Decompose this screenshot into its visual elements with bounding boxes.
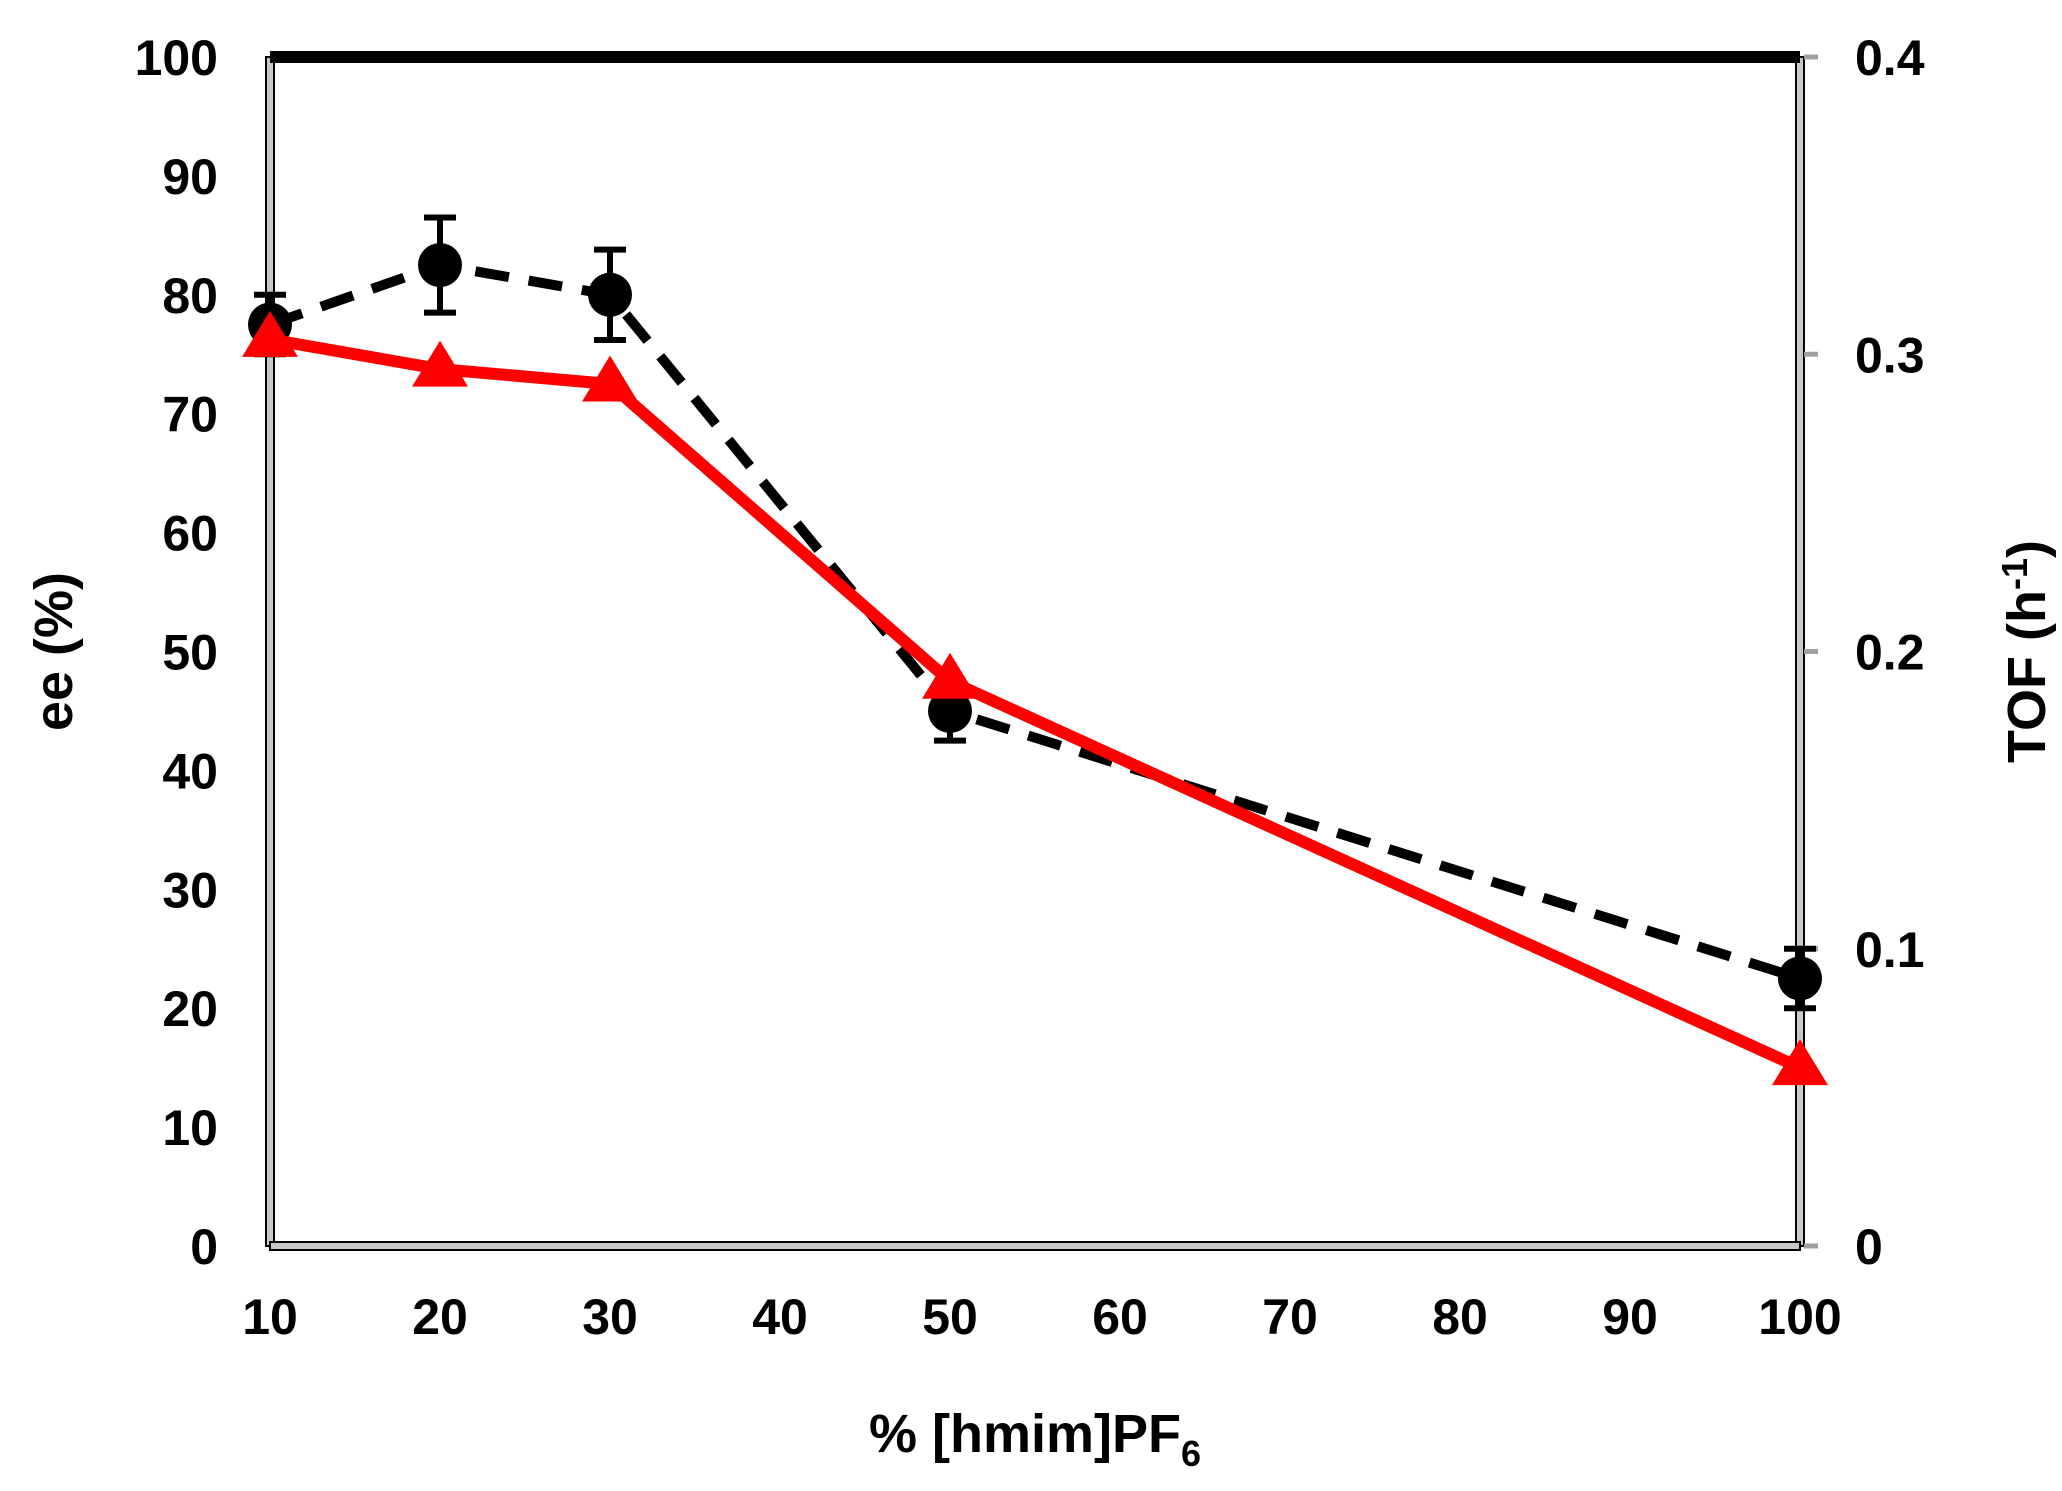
y-left-tick-label: 60 [162, 506, 218, 562]
x-tick-label: 50 [922, 1289, 978, 1345]
x-tick-label: 40 [752, 1289, 808, 1345]
y-left-tick-label: 40 [162, 743, 218, 799]
y-left-tick-label: 10 [162, 1100, 218, 1156]
left-border [265, 56, 275, 1247]
y-left-tick-label: 90 [162, 149, 218, 205]
y-right-tick-label: 0.1 [1855, 922, 1925, 978]
x-tick-label: 20 [412, 1289, 468, 1345]
y-right-tick-label: 0.2 [1855, 625, 1925, 681]
series-2-point [412, 340, 468, 387]
y-left-axis-title: ee (%) [24, 572, 84, 731]
y-left-tick-label: 0 [190, 1219, 218, 1275]
x-tick-label: 100 [1758, 1289, 1841, 1345]
y-left-tick-label: 50 [162, 625, 218, 681]
y-left-tick-label: 80 [162, 268, 218, 324]
y-right-axis-title-superscript: -1 [1994, 558, 2035, 590]
x-tick-label: 10 [242, 1289, 298, 1345]
series-1-point [1778, 956, 1822, 1001]
series-2-point [922, 652, 978, 699]
y-left-tick-label: 30 [162, 862, 218, 918]
x-axis-title-text: % [hmim]PF [869, 1404, 1181, 1464]
x-axis-title-subscript: 6 [1181, 1433, 1201, 1474]
y-right-tick-label: 0.4 [1855, 30, 1925, 86]
y-left-tick-label: 20 [162, 981, 218, 1037]
y-right-axis-title-suffix: ) [1997, 540, 2057, 558]
series-1-point [418, 243, 462, 288]
axis-labels: % [hmim]PF6 ee (%) TOF (h-1) [24, 540, 2057, 1474]
x-tick-label: 60 [1092, 1289, 1148, 1345]
series-2-line [268, 333, 1803, 1074]
y-right-tick-label: 0.3 [1855, 327, 1925, 383]
y-right-axis-title: TOF (h-1) [1994, 540, 2057, 763]
y-right-axis-title-text: TOF (h [1997, 590, 2057, 763]
series-1-point [928, 688, 972, 733]
x-axis-title: % [hmim]PF6 [869, 1404, 1201, 1474]
series-1-point [588, 272, 632, 317]
series-layer [242, 214, 1828, 1086]
x-tick-label: 30 [582, 1289, 638, 1345]
y-left-tick-label: 70 [162, 387, 218, 443]
bottom-border [269, 1241, 1801, 1251]
top-border [270, 51, 1800, 63]
x-tick-label: 70 [1262, 1289, 1318, 1345]
y-right-tick-label: 0 [1855, 1219, 1883, 1275]
series-2-point [242, 310, 298, 357]
x-tick-label: 80 [1432, 1289, 1488, 1345]
series-2-point [582, 355, 638, 402]
plot-frame [265, 51, 1805, 1251]
x-tick-label: 90 [1602, 1289, 1658, 1345]
y-left-tick-label: 100 [135, 30, 218, 86]
series-2-point [1772, 1039, 1828, 1086]
